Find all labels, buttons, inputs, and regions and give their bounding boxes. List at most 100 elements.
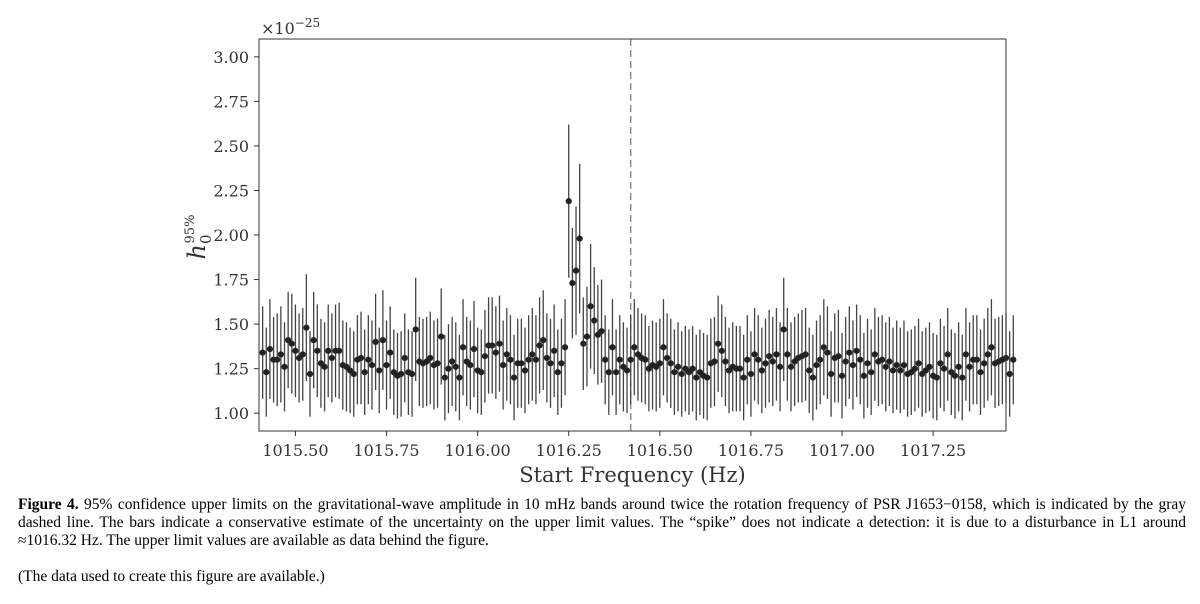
data-point [955,363,962,370]
data-point [693,374,700,381]
data-point [602,356,609,363]
data-point [569,280,576,287]
data-point [944,351,951,358]
data-point [605,369,612,376]
data-point [616,356,623,363]
data-point [478,369,485,376]
x-tick-label: 1016.50 [627,441,693,460]
data-point [572,267,580,274]
data-point [977,369,984,376]
data-point [718,347,725,354]
x-axis-label: Start Frequency (Hz) [519,463,746,487]
data-point [820,344,827,351]
data-point [780,326,787,333]
data-point [897,367,904,374]
y-tick-label: 1.25 [213,360,249,379]
data-point [926,363,933,370]
data-point [310,337,317,344]
data-point [893,361,900,369]
data-point [937,360,944,367]
data-point [365,356,372,363]
data-point [361,369,368,376]
data-point [277,351,284,358]
data-point [846,349,853,356]
data-point [747,370,755,378]
data-point [671,369,678,376]
upper-limits-chart: 1015.50 1015.75 1016.00 1016.25 1016.50 1016.… [183,16,1017,487]
data-point [911,365,919,372]
data-point [500,361,507,369]
data-point [583,333,591,340]
data-point [561,344,569,351]
data-point [674,363,682,370]
data-point [784,351,791,358]
data-point [467,361,474,369]
data-point [973,356,980,363]
data-point [398,370,405,378]
data-point [813,361,820,369]
data-point [449,358,456,365]
data-point [427,354,434,362]
data-point [303,324,310,331]
data-point [281,363,288,370]
data-point [529,351,536,358]
data-point [591,317,598,324]
data-point [288,340,295,347]
data-point [835,353,842,360]
data-point [711,358,718,365]
data-point [540,337,547,344]
data-point [853,347,860,354]
data-point [387,349,394,356]
data-point [459,344,467,351]
x-tick-label: 1015.50 [262,441,328,460]
data-point [383,361,390,369]
data-point [755,356,762,363]
data-point [470,345,478,353]
data-point [328,354,335,362]
data-point [962,351,970,358]
x-tick-label: 1016.00 [445,441,511,460]
data-point [678,370,685,378]
data-point [988,344,995,351]
data-point [860,372,867,379]
y-tick-label: 2.50 [213,137,249,156]
data-point [576,235,583,242]
x-tick-label: 1015.75 [353,441,419,460]
data-point [357,354,365,362]
data-point [642,356,649,363]
data-point [492,349,499,356]
data-point [959,374,966,381]
data-point [824,349,831,356]
data-point [984,351,991,358]
data-point [766,353,773,360]
data-point [263,369,270,376]
data-point [496,340,503,347]
data-point [631,344,638,351]
data-point [503,351,510,358]
data-point [518,360,525,367]
figure-caption: Figure 4. 95% confidence upper limits on… [18,496,1186,550]
data-point [689,365,696,372]
data-point [886,358,893,365]
caption-text: 95% confidence upper limits on the gravi… [18,496,1187,549]
data-point [532,356,540,363]
data-point [776,363,784,370]
data-point [769,358,776,365]
data-point [667,360,674,367]
data-point [736,365,744,372]
data-point [543,354,550,362]
data-point [951,372,959,379]
data-point [817,356,824,363]
x-tick-label: 1017.25 [900,441,966,460]
data-point [802,351,809,358]
data-point [536,342,543,349]
data-point [551,347,558,354]
data-point [489,342,496,349]
data-point [744,356,751,363]
data-point [704,374,711,381]
data-point [456,374,463,381]
data-point [325,347,332,354]
data-point [547,360,554,367]
data-point [842,358,849,365]
data-point [336,347,343,354]
